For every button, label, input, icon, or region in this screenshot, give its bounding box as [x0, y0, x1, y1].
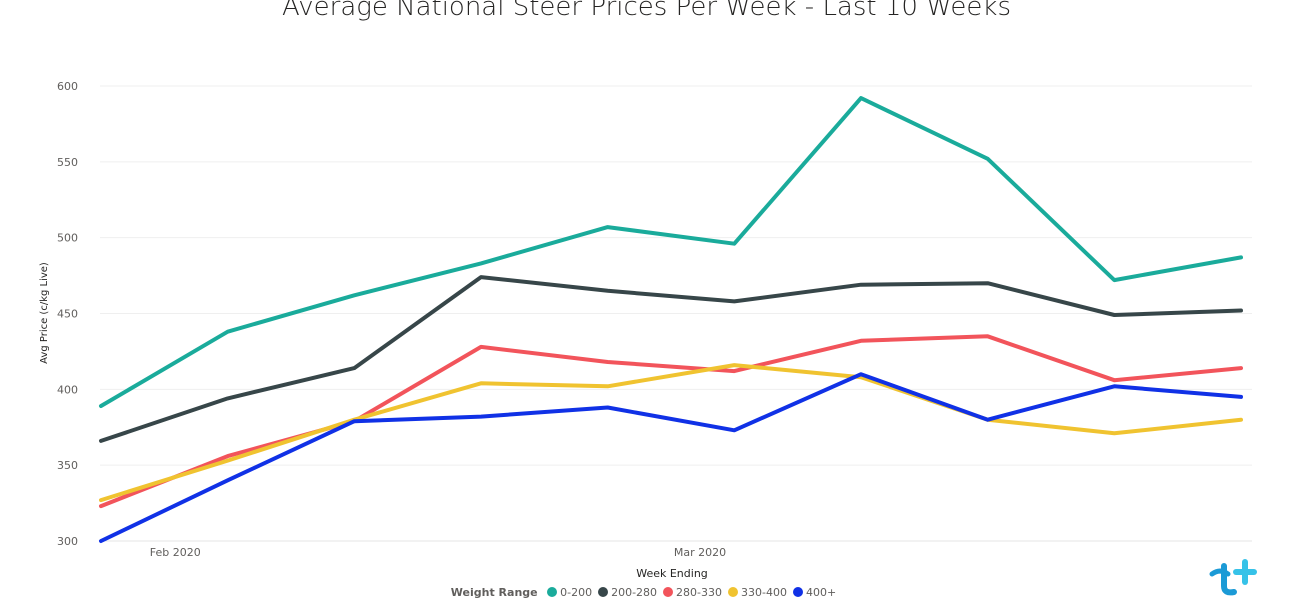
legend-label: 330-400 [741, 586, 787, 599]
legend-label: 280-330 [676, 586, 723, 599]
series-line-0-200 [99, 96, 1243, 408]
legend-item-0-200: 0-200 [547, 586, 592, 599]
gridlines [100, 85, 1252, 542]
legend-item-330-400: 330-400 [728, 586, 787, 599]
x-axis-label: Week Ending [636, 567, 708, 580]
legend-swatch [728, 587, 739, 597]
y-tick-label: 450 [57, 308, 78, 321]
legend-item-400+: 400+ [792, 586, 837, 599]
y-tick-label: 600 [57, 80, 78, 93]
legend-item-200-280: 200-280 [598, 586, 657, 599]
series-lines [99, 96, 1243, 543]
y-tick-label: 550 [57, 156, 78, 169]
legend-title: Weight Range [450, 586, 538, 599]
y-tick-label: 300 [57, 535, 78, 548]
series-line-200-280 [99, 275, 1243, 443]
brand-logo-icon [1209, 559, 1257, 596]
y-tick-label: 350 [57, 459, 78, 472]
legend-items: 0-200 200-280 280-330 330-400 400+ [547, 586, 842, 599]
legend-item-280-330: 280-330 [663, 586, 722, 599]
legend-label: 400+ [805, 586, 837, 599]
legend-label: 200-280 [611, 586, 658, 599]
legend-label: 0-200 [560, 586, 593, 599]
legend: Weight Range 0-200 200-280 280-330 330-400 4… [0, 586, 1293, 599]
y-tick-label: 400 [57, 383, 78, 396]
x-tick-label: Feb 2020 [150, 546, 201, 559]
chart-title: Average National Steer Prices Per Week -… [281, 0, 1011, 22]
series-line-280-330 [99, 334, 1243, 509]
legend-swatch [598, 587, 609, 597]
x-tick-label: Mar 2020 [674, 546, 726, 559]
legend-swatch [663, 587, 674, 597]
y-axis-label: Avg Price (c/kg Live) [39, 262, 50, 364]
series-line-400+ [99, 372, 1243, 543]
series-line-330-400 [99, 363, 1243, 503]
x-axis-ticks: Feb 2020 Mar 2020 [150, 546, 726, 559]
legend-swatch [792, 587, 803, 597]
legend-swatch [547, 587, 558, 597]
y-axis-ticks: 300 350 400 450 500 550 600 [57, 80, 78, 548]
y-tick-label: 500 [57, 232, 78, 245]
